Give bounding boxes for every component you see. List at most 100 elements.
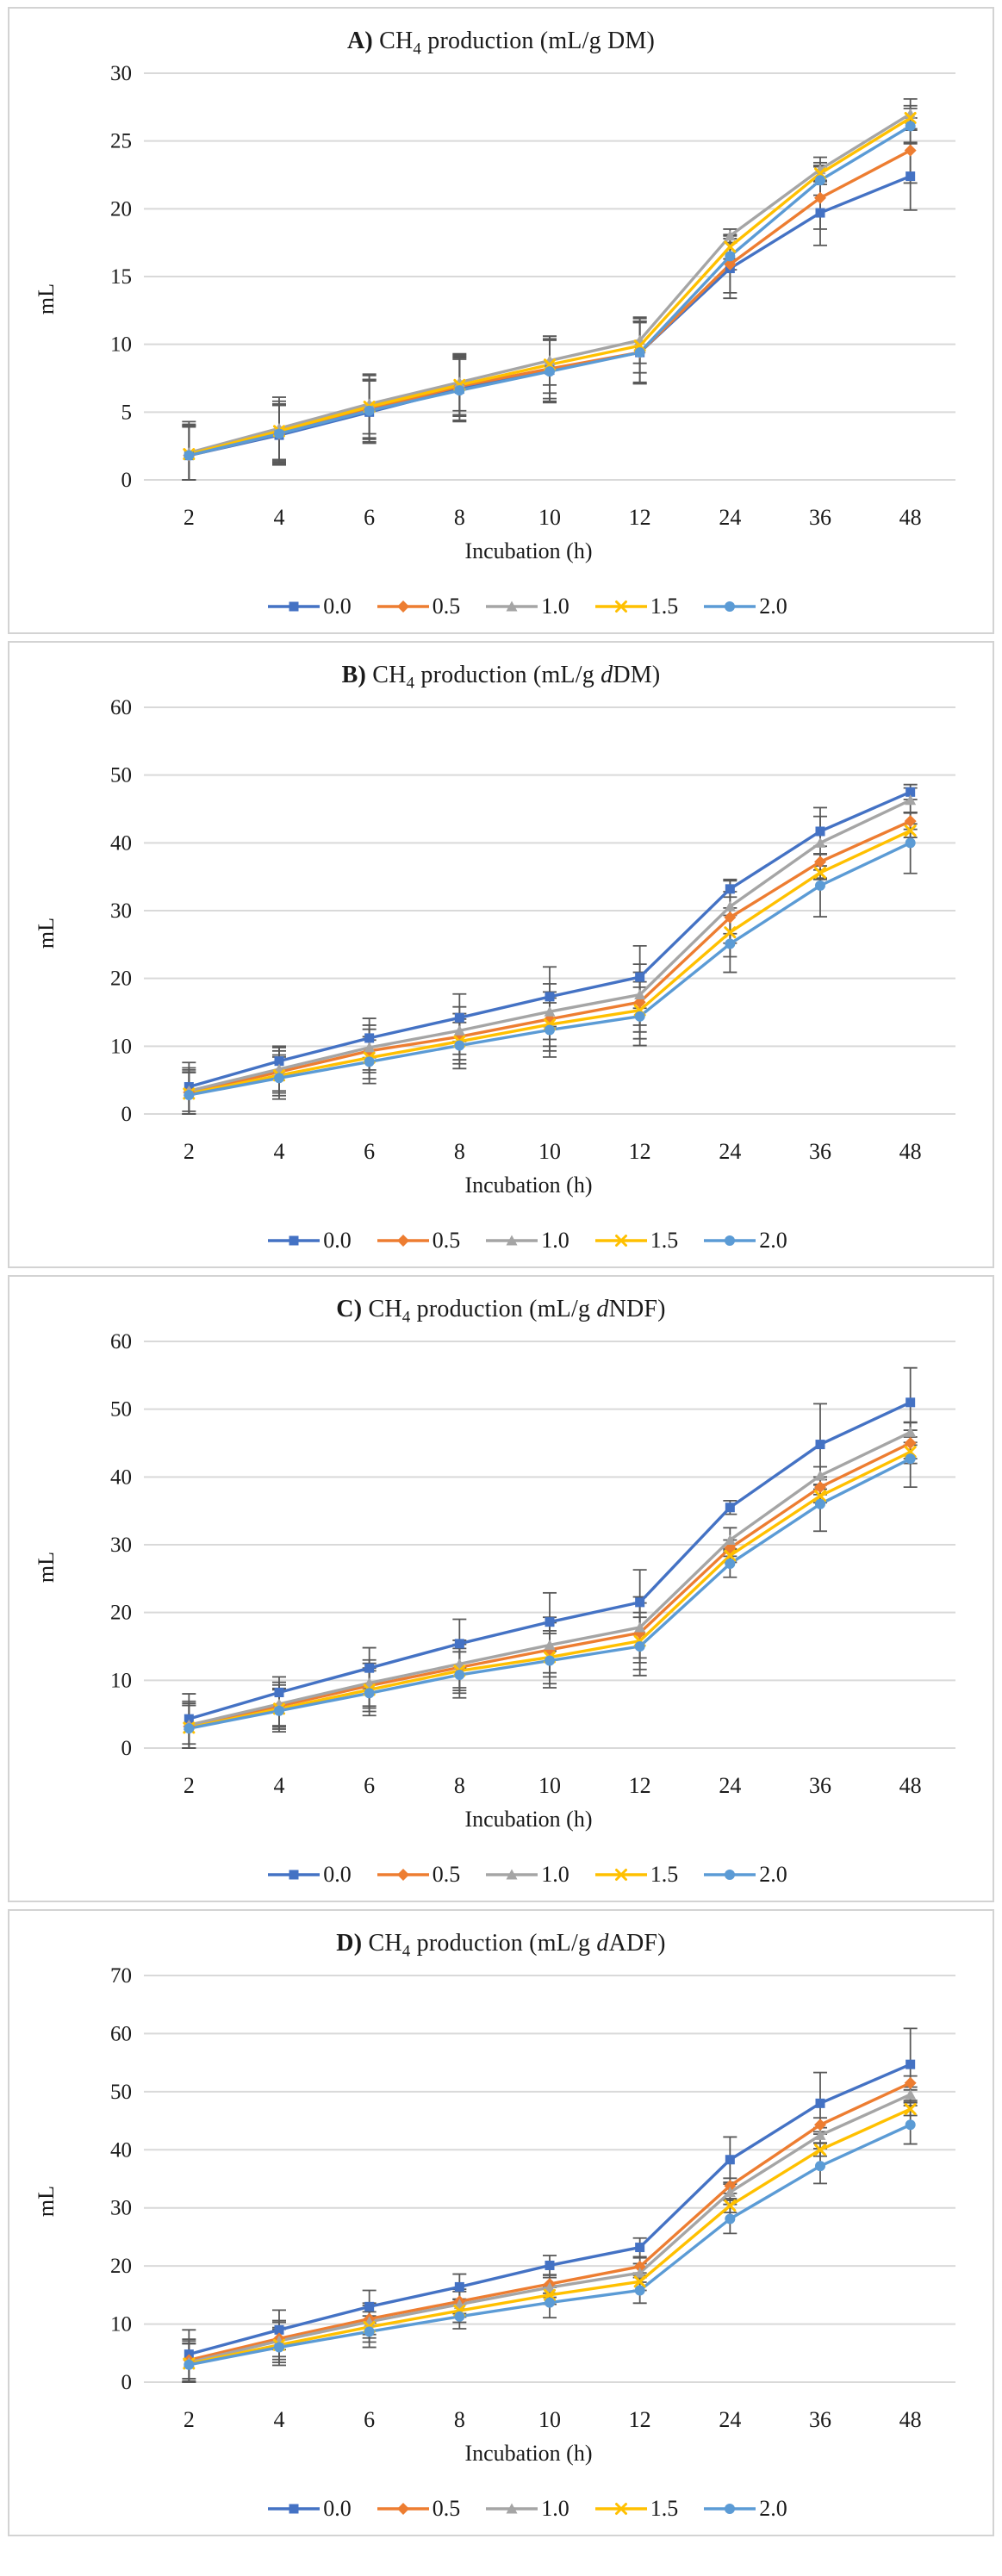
marker-triangle <box>544 1639 555 1650</box>
marker-square <box>905 2059 915 2069</box>
legend-marker-x-icon <box>594 1868 647 1881</box>
marker-square <box>289 1870 299 1880</box>
marker-circle <box>453 1669 464 1680</box>
marker-triangle <box>724 1534 736 1545</box>
y-tick-label: 60 <box>110 1330 132 1353</box>
y-tick-label: 0 <box>121 469 132 492</box>
x-tick-label: 4 <box>273 1139 284 1164</box>
marker-circle <box>725 1869 736 1880</box>
x-tick-label: 2 <box>183 1773 194 1798</box>
marker-x <box>813 1489 826 1502</box>
marker-triangle <box>453 376 465 387</box>
marker-circle <box>544 2297 555 2308</box>
marker-x <box>813 866 826 879</box>
chart-title: C) CH4 production (mL/g dNDF) <box>336 1296 666 1327</box>
x-tick-label: 6 <box>364 2407 375 2432</box>
legend-label: 1.0 <box>541 1227 569 1253</box>
marker-diamond <box>396 600 409 613</box>
marker-diamond <box>813 855 826 868</box>
marker-triangle <box>904 793 916 805</box>
title-letter: B) <box>341 662 367 688</box>
legend-item-0.0: 0.0 <box>266 1228 352 1254</box>
marker-circle <box>725 2503 736 2514</box>
marker-square <box>545 1616 554 1627</box>
marker-diamond <box>813 191 826 204</box>
marker-triangle <box>544 2281 555 2293</box>
legend-marker-diamond-icon <box>377 2502 429 2515</box>
marker-x <box>614 2502 627 2515</box>
x-tick-label: 24 <box>719 2407 741 2432</box>
y-tick-label: 40 <box>110 1465 132 1489</box>
marker-square <box>289 1235 299 1246</box>
y-tick-label: 20 <box>110 2255 132 2278</box>
y-tick-label: 30 <box>110 62 132 85</box>
marker-triangle <box>724 229 736 240</box>
marker-circle <box>814 2160 825 2171</box>
x-tick-label: 8 <box>453 1139 464 1164</box>
y-tick-label: 60 <box>110 696 132 719</box>
marker-triangle <box>506 600 518 612</box>
marker-square <box>454 1012 464 1023</box>
marker-circle <box>634 1011 645 1022</box>
legend-label: 0.5 <box>432 2495 461 2521</box>
legend: 0.0 0.5 1.0 1.5 2.0 <box>215 1862 787 1888</box>
y-tick-label: 70 <box>110 1964 132 1988</box>
legend-label: 1.0 <box>541 593 569 619</box>
legend-item-0.5: 0.5 <box>376 1228 460 1254</box>
y-tick-label: 25 <box>110 129 132 152</box>
x-tick-label: 36 <box>809 1139 831 1164</box>
marker-diamond <box>723 2179 736 2192</box>
x-tick-label: 8 <box>453 505 464 530</box>
marker-x <box>723 1549 736 1562</box>
marker-circle <box>724 1558 735 1569</box>
marker-x <box>904 2102 917 2115</box>
marker-diamond <box>396 2502 409 2515</box>
marker-square <box>634 2242 644 2252</box>
marker-x <box>723 240 736 252</box>
marker-circle <box>453 1040 464 1051</box>
legend: 0.0 0.5 1.0 1.5 2.0 <box>215 1228 787 1254</box>
chart-title: B) CH4 production (mL/g dDM) <box>341 662 661 693</box>
marker-circle <box>364 1056 375 1067</box>
legend-marker-circle-icon <box>704 1869 756 1880</box>
marker-circle <box>905 2119 916 2130</box>
x-tick-label: 4 <box>273 1773 284 1798</box>
marker-diamond <box>723 911 736 924</box>
marker-triangle <box>633 988 645 999</box>
legend-item-2.0: 2.0 <box>702 2496 787 2522</box>
marker-triangle <box>544 1005 555 1017</box>
x-axis-label: Incubation (h) <box>464 2440 593 2466</box>
y-axis-label: mL <box>33 2185 59 2217</box>
marker-triangle <box>506 1235 518 1246</box>
legend-label: 2.0 <box>759 1861 787 1887</box>
legend-label: 1.5 <box>650 1861 679 1887</box>
legend-label: 2.0 <box>759 1227 787 1253</box>
marker-square <box>815 2098 825 2108</box>
marker-triangle <box>506 1869 518 1880</box>
legend-label: 2.0 <box>759 593 787 619</box>
marker-square <box>634 1596 644 1607</box>
chart-panel-c: C) CH4 production (mL/g dNDF) mL 0 10 20 30… <box>8 1275 994 1902</box>
marker-triangle <box>814 1469 825 1480</box>
x-tick-label: 48 <box>899 2407 921 2432</box>
legend-item-2.0: 2.0 <box>702 594 787 619</box>
marker-circle <box>453 2311 464 2322</box>
x-tick-label: 2 <box>183 1139 194 1164</box>
marker-x <box>614 1868 627 1881</box>
marker-circle <box>905 1453 916 1464</box>
y-axis-label: mL <box>33 283 59 314</box>
marker-x <box>543 2288 556 2301</box>
x-tick-label: 24 <box>719 1139 741 1164</box>
marker-circle <box>814 1498 825 1509</box>
marker-square <box>905 1397 915 1407</box>
marker-triangle <box>633 1621 645 1633</box>
marker-diamond <box>633 995 646 1008</box>
legend-marker-square-icon <box>268 1870 321 1880</box>
series-line-0.5 <box>188 2081 911 2361</box>
legend: 0.0 0.5 1.0 1.5 2.0 <box>215 2496 787 2522</box>
legend-marker-diamond-icon <box>377 600 429 613</box>
marker-diamond <box>904 2076 917 2089</box>
